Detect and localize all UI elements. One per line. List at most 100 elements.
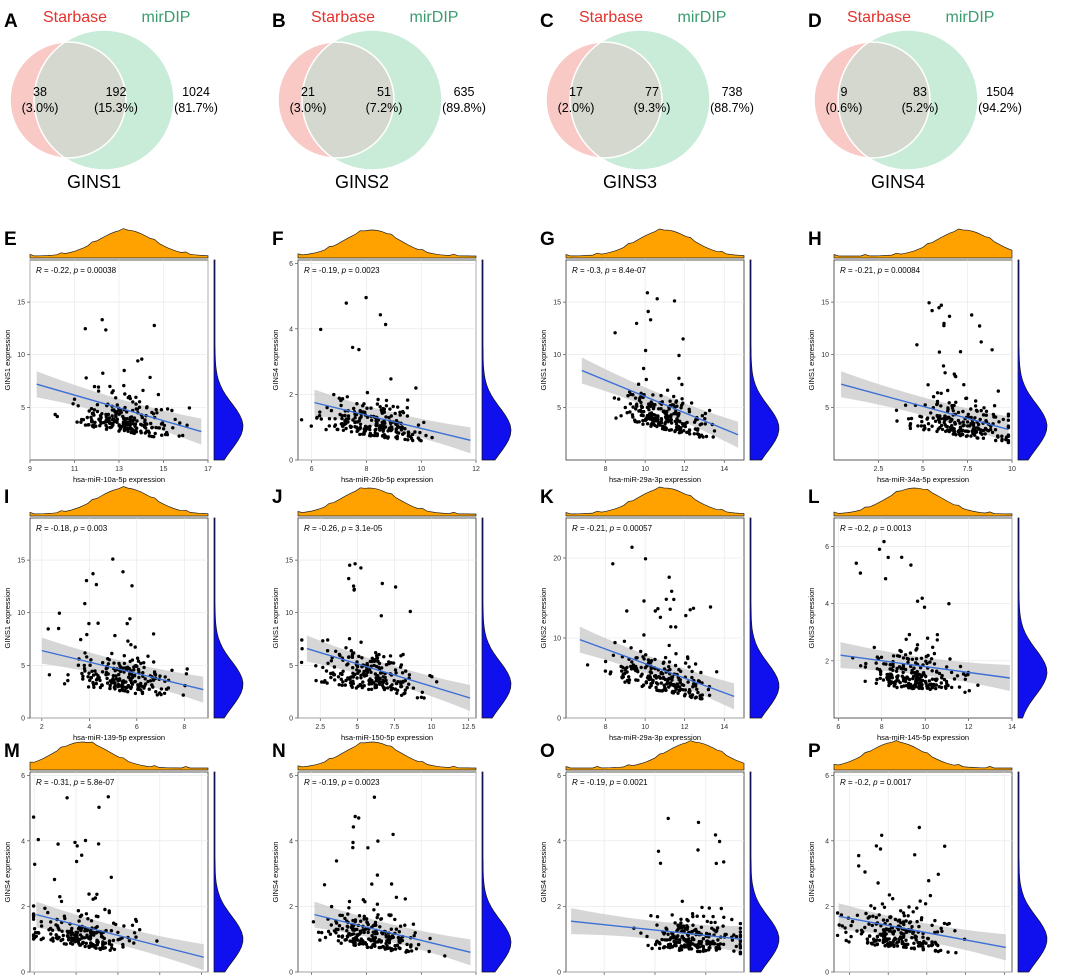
data-point [347, 576, 351, 581]
data-point [357, 816, 361, 820]
data-point [981, 428, 986, 433]
data-point [316, 930, 321, 934]
data-point [915, 643, 920, 647]
data-point [319, 417, 323, 421]
data-point [893, 937, 898, 941]
panel-label: B [272, 11, 286, 32]
data-point [658, 676, 663, 680]
data-point [949, 670, 954, 675]
data-point [135, 656, 140, 660]
data-point [879, 672, 883, 676]
data-point [692, 432, 696, 436]
data-point [895, 666, 899, 671]
data-point [111, 389, 115, 393]
data-point [879, 655, 884, 659]
data-point [344, 417, 348, 421]
data-point [110, 946, 114, 950]
data-point [929, 411, 933, 415]
data-point [34, 934, 38, 938]
data-point [353, 562, 357, 566]
data-point [673, 921, 677, 925]
data-point [383, 322, 388, 327]
data-point [653, 423, 657, 428]
data-point [674, 625, 678, 629]
y-tick-label: 0 [289, 970, 293, 977]
data-point [635, 402, 639, 406]
x-tick-label: 7.5 [963, 466, 973, 473]
data-point [364, 942, 369, 947]
venn-starbase-label: Starbase [579, 9, 643, 26]
data-point [353, 412, 357, 416]
data-point [399, 663, 404, 667]
data-point [643, 666, 648, 670]
data-point [131, 428, 135, 432]
data-point [647, 416, 651, 421]
data-point [340, 927, 345, 931]
data-point [106, 412, 111, 417]
data-point [1006, 424, 1011, 428]
correlation-stat: R = -0.26, p = 3.1e-05 [304, 524, 383, 533]
data-point [661, 661, 665, 665]
data-point [641, 655, 645, 659]
data-point [878, 670, 883, 674]
data-point [914, 938, 918, 942]
data-point [379, 425, 383, 430]
data-point [91, 673, 96, 677]
data-point [668, 667, 672, 672]
data-point [956, 410, 961, 415]
panel-label: J [272, 487, 283, 508]
data-point [349, 649, 353, 653]
data-point [334, 931, 338, 935]
data-point [84, 912, 89, 916]
venn-mirdip-label: mirDIP [142, 9, 191, 26]
data-point [58, 895, 62, 899]
data-point [113, 683, 117, 687]
data-point [344, 646, 348, 650]
data-point [883, 577, 888, 581]
data-point [693, 662, 698, 666]
data-point [365, 945, 370, 950]
data-point [687, 690, 691, 694]
data-point [341, 669, 345, 673]
data-point [382, 655, 386, 659]
data-point [118, 937, 122, 941]
data-point [356, 420, 360, 424]
data-point [367, 687, 371, 692]
data-point [904, 637, 908, 641]
data-point [315, 416, 319, 420]
data-point [662, 409, 666, 413]
data-point [906, 660, 910, 665]
data-point [391, 832, 395, 837]
data-point [85, 935, 90, 939]
data-point [671, 403, 676, 407]
y-tick-label: 5 [21, 405, 25, 412]
data-point [357, 914, 362, 918]
data-point [938, 414, 942, 418]
data-point [73, 840, 77, 845]
data-point [130, 682, 135, 686]
data-point [347, 899, 352, 904]
data-point [358, 409, 362, 413]
data-point [939, 926, 943, 931]
venn-panel-c: C Starbase mirDIP17(2.0%)77(9.3%)738(88.7%… [540, 9, 754, 192]
data-point [946, 409, 950, 413]
data-point [87, 892, 91, 896]
data-point [343, 916, 347, 921]
data-point [670, 675, 675, 679]
data-point [357, 654, 361, 659]
data-point [31, 933, 36, 937]
data-point [355, 402, 359, 406]
y-tick-label: 6 [21, 773, 25, 780]
data-point [882, 662, 886, 666]
data-point [655, 923, 659, 927]
data-point [357, 347, 361, 352]
data-point [925, 416, 930, 420]
data-point [376, 839, 380, 843]
data-point [661, 675, 666, 680]
data-point [365, 415, 370, 419]
data-point [620, 675, 624, 679]
data-point [912, 666, 916, 670]
data-point [117, 423, 121, 428]
